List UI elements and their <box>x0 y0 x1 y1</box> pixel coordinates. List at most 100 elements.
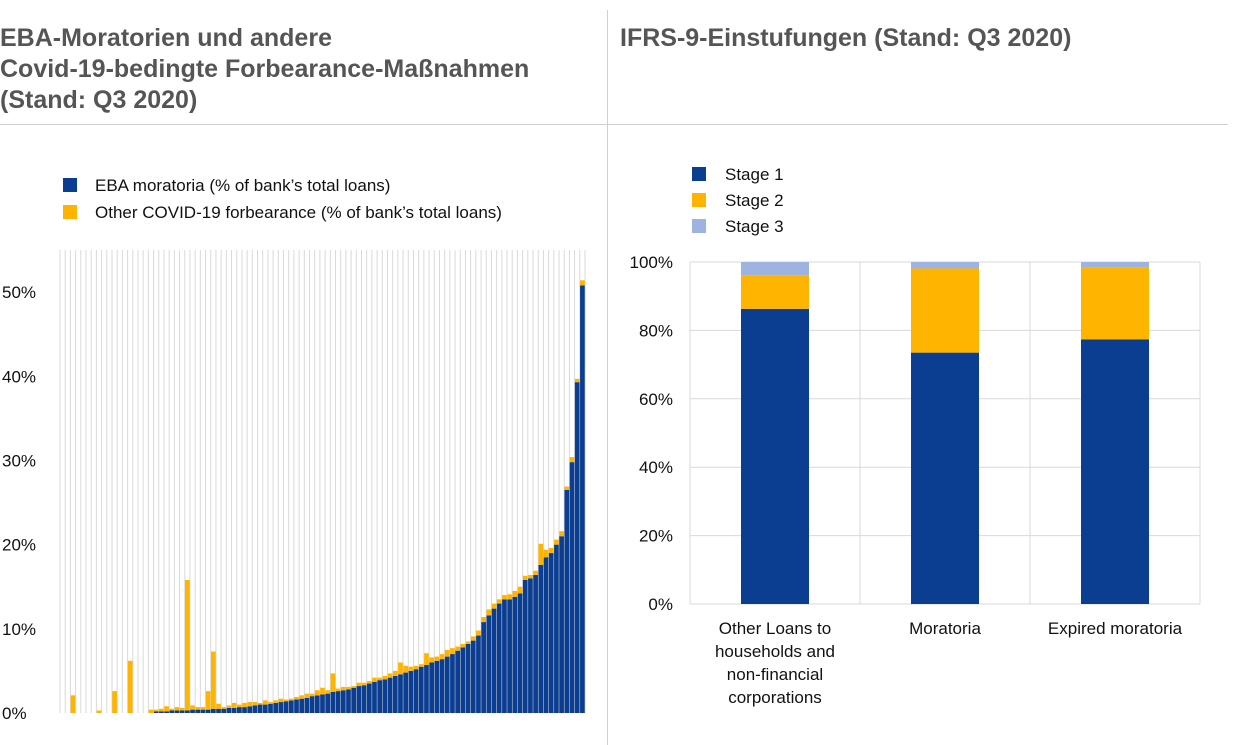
bar-eba-moratoria <box>288 700 294 713</box>
bar-eba-moratoria <box>512 596 518 713</box>
bar-eba-moratoria <box>486 615 492 713</box>
bar-eba-moratoria <box>278 702 284 713</box>
bar-other-forbearance <box>356 682 362 687</box>
bar-eba-moratoria <box>543 557 549 713</box>
bar-stage-2 <box>741 275 809 309</box>
bar-other-forbearance <box>507 594 512 600</box>
bar-other-forbearance <box>392 670 398 676</box>
panel-divider-horizontal <box>0 124 1228 125</box>
bar-eba-moratoria <box>507 599 512 713</box>
right-x-axis: Other Loans to households and non-financia… <box>715 619 1183 707</box>
right-x-category-label: corporations <box>728 688 822 707</box>
right-x-category-label: Other Loans to <box>719 619 831 638</box>
bar-other-forbearance <box>236 704 242 708</box>
bar-eba-moratoria <box>491 608 497 713</box>
bar-eba-moratoria <box>528 578 533 713</box>
bar-other-forbearance <box>314 690 320 696</box>
bar-eba-moratoria <box>460 647 466 713</box>
bar-other-forbearance <box>528 574 533 579</box>
bar-other-forbearance <box>361 682 367 686</box>
legend-swatch <box>63 205 77 219</box>
bar-other-forbearance <box>205 691 211 710</box>
bar-other-forbearance <box>366 681 372 684</box>
bar-other-forbearance <box>387 673 393 678</box>
left-y-tick-label: 0% <box>2 704 27 723</box>
bar-eba-moratoria <box>559 536 564 713</box>
bar-other-forbearance <box>190 705 195 710</box>
bar-other-forbearance <box>580 280 585 286</box>
bar-other-forbearance <box>226 705 232 708</box>
bar-other-forbearance <box>185 579 190 711</box>
bar-stage-3 <box>911 262 979 269</box>
bar-other-forbearance <box>460 643 466 648</box>
right-y-tick-label: 80% <box>639 321 673 340</box>
bar-other-forbearance <box>221 707 227 709</box>
bar-eba-moratoria <box>366 683 372 713</box>
bar-other-forbearance <box>195 707 201 710</box>
right-x-category-label: households and <box>715 642 835 661</box>
bar-stage-2 <box>1081 267 1149 340</box>
bar-other-forbearance <box>554 539 559 545</box>
bar-eba-moratoria <box>502 599 507 713</box>
panel-divider-vertical <box>607 10 608 745</box>
bar-other-forbearance <box>211 651 216 709</box>
bar-other-forbearance <box>569 457 575 463</box>
bar-other-forbearance <box>476 630 481 636</box>
bar-other-forbearance <box>174 707 180 711</box>
bar-eba-moratoria <box>470 640 476 713</box>
bar-eba-moratoria <box>231 707 237 713</box>
bar-eba-moratoria <box>439 659 445 713</box>
bar-other-forbearance <box>481 617 486 623</box>
bar-other-forbearance <box>398 662 403 675</box>
bar-stage-1 <box>741 308 809 604</box>
bar-other-forbearance <box>496 599 502 604</box>
bar-eba-moratoria <box>185 710 190 713</box>
bar-other-forbearance <box>382 675 388 680</box>
bar-other-forbearance <box>330 673 336 692</box>
bar-other-forbearance <box>434 656 440 661</box>
bar-other-forbearance <box>96 710 102 713</box>
left-y-tick-label: 50% <box>2 283 36 302</box>
legend-swatch <box>692 167 706 181</box>
forbearance-chart: 0% 10% 20% 30% 40% 50% EBA moratoria (% of ba… <box>2 176 586 723</box>
bar-eba-moratoria <box>564 489 570 713</box>
bar-eba-moratoria <box>190 709 195 713</box>
legend-swatch <box>692 193 706 207</box>
bar-eba-moratoria <box>517 593 523 713</box>
bar-eba-moratoria <box>247 706 253 713</box>
bar-eba-moratoria <box>309 696 315 713</box>
bar-other-forbearance <box>346 686 351 690</box>
bar-eba-moratoria <box>294 699 299 713</box>
bar-other-forbearance <box>231 702 237 708</box>
bar-other-forbearance <box>424 653 429 666</box>
bar-eba-moratoria <box>392 675 398 713</box>
bar-other-forbearance <box>200 707 206 710</box>
bar-eba-moratoria <box>268 703 273 713</box>
right-y-tick-label: 100% <box>630 253 673 272</box>
right-x-category-label: non-financial <box>727 665 823 684</box>
bar-eba-moratoria <box>257 704 263 713</box>
bar-other-forbearance <box>522 575 528 580</box>
bar-eba-moratoria <box>403 672 409 713</box>
bar-stage-2 <box>911 268 979 353</box>
bar-eba-moratoria <box>221 708 227 713</box>
bar-eba-moratoria <box>569 462 575 713</box>
bar-other-forbearance <box>164 706 169 712</box>
bar-other-forbearance <box>273 700 279 703</box>
bar-eba-moratoria <box>413 669 419 713</box>
bar-other-forbearance <box>127 660 133 713</box>
bar-other-forbearance <box>450 648 455 655</box>
bar-stage-3 <box>1081 262 1149 268</box>
bar-eba-moratoria <box>283 701 289 713</box>
bar-other-forbearance <box>320 687 325 695</box>
bar-other-forbearance <box>340 686 346 691</box>
bar-eba-moratoria <box>340 690 346 713</box>
bar-other-forbearance <box>429 657 434 663</box>
legend-label: EBA moratoria (% of bank’s total loans) <box>95 176 390 195</box>
right-bars <box>741 262 1149 604</box>
bar-eba-moratoria <box>444 656 450 713</box>
bar-other-forbearance <box>439 654 445 660</box>
bar-eba-moratoria <box>330 691 336 713</box>
bar-eba-moratoria <box>211 708 216 713</box>
